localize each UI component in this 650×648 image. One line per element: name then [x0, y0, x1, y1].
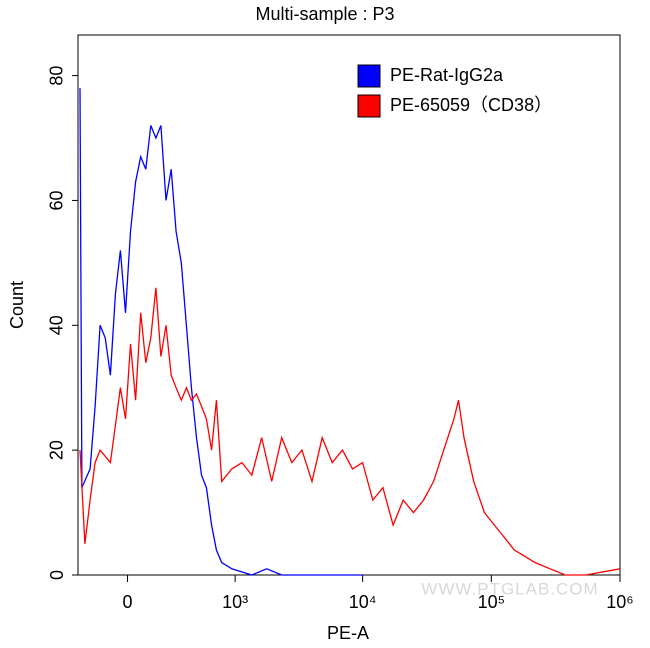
y-tick-label: 20	[47, 440, 67, 460]
y-tick-label: 60	[47, 190, 67, 210]
legend-label: PE-Rat-IgG2a	[390, 65, 504, 85]
watermark: WWW.PTGLAB.COM	[421, 579, 598, 598]
legend-swatch	[357, 94, 381, 118]
y-tick-label: 80	[47, 66, 67, 86]
legend-swatch	[357, 64, 381, 88]
x-axis-label: PE-A	[327, 623, 369, 643]
y-axis-label: Count	[7, 281, 27, 329]
y-tick-label: 0	[47, 570, 67, 580]
x-tick-label: 10⁴	[349, 592, 377, 612]
x-tick-label: 10³	[222, 592, 248, 612]
x-tick-label: 10⁶	[606, 592, 633, 612]
x-tick-label: 10⁵	[478, 592, 505, 612]
y-tick-label: 40	[47, 315, 67, 335]
series-line	[79, 287, 621, 576]
chart-title: Multi-sample : P3	[255, 4, 394, 24]
x-tick-label: 0	[123, 592, 133, 612]
plot-frame	[77, 34, 621, 576]
series-line	[79, 88, 363, 576]
legend-label: PE-65059（CD38）	[390, 95, 552, 115]
